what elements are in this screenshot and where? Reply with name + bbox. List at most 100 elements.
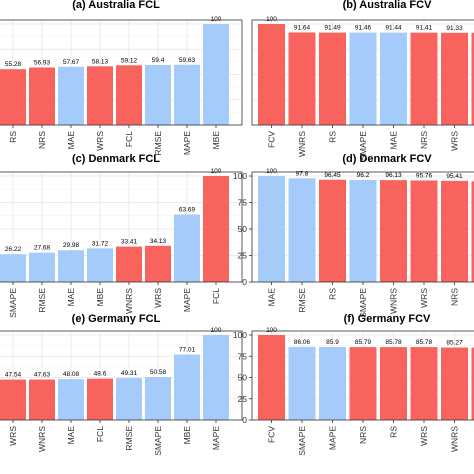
bar-smape [0,254,26,282]
bar-wrs [441,32,468,125]
x-tick-label: MAE [66,426,76,445]
value-label: 48.08 [63,371,80,378]
bar-wrs [0,379,26,420]
value-label: 31.72 [92,240,109,247]
bar-wnrs [29,379,55,420]
bar-nrs [471,32,474,125]
panel-1: 55.28 56.93 57.67 58.13 59.12 59.4 59.63 100 RS N… [0,0,243,156]
value-label: 58.13 [92,58,109,65]
bar-wnrs [288,32,316,125]
x-tick-label: SMAPE [297,426,307,456]
value-label: 91.64 [294,24,311,31]
value-label: 100 [211,16,222,23]
value-label: 85.79 [355,339,372,346]
panel-title: (f) Germany FCV [344,313,431,325]
value-label: 77.01 [179,347,196,354]
panel-title: (d) Denmark FCV [342,153,432,165]
value-label: 86.06 [294,339,311,346]
x-tick-label: SMAPE [8,288,18,318]
value-label: 97.8 [296,170,309,177]
bar-wrs [145,245,171,282]
x-tick-label: WRS [419,288,429,308]
y-tick-label: 25 [238,251,248,261]
value-label: 33.41 [121,239,138,246]
panel-5: 47.54 47.63 48.08 48.6 49.31 50.58 77.01 100 WRS… [0,313,243,456]
panel-title: (b) Australia FCV [343,0,432,11]
bar-smape [349,32,377,126]
value-label: 48.6 [94,371,107,378]
x-tick-label: MBE [211,131,221,150]
panel-frame [0,171,243,283]
y-tick-label: 25 [238,394,248,404]
bar-wnrs [116,246,142,282]
x-tick-label: MAPE [182,131,192,155]
x-tick-label: MAE [66,288,76,307]
value-label: 63.69 [179,206,196,213]
x-tick-label: MAPE [328,426,338,450]
value-label: 27.68 [34,245,51,252]
bar-wrs [87,66,113,125]
value-label: 100 [211,168,222,175]
bar-mape [174,64,200,125]
bar-nrs [410,32,438,125]
value-label: 85.27 [446,340,463,347]
bar-rs [0,69,26,125]
value-label: 59.63 [179,57,196,64]
bar-rmse [145,65,171,125]
bar-mbe [87,248,113,282]
x-tick-label: SMAPE [358,131,368,161]
value-label: 100 [266,16,277,23]
bar-wrs [410,347,438,420]
x-tick-label: WNRS [389,288,399,314]
bar-fcv [471,181,474,282]
x-tick-label: RS [328,131,338,143]
value-label: 59.4 [152,57,165,64]
panel-title: (a) Australia FCL [72,0,160,11]
panel-3: 26.22 27.68 29.98 31.72 33.41 34.13 63.69 100 SM… [0,153,243,318]
x-tick-label: RMSE [153,131,163,156]
value-label: 47.63 [34,372,51,379]
x-tick-label: FCV [267,426,277,443]
y-tick-label: 50 [238,224,248,234]
value-label: 100 [266,168,277,175]
bar-rmse [29,252,55,282]
x-tick-label: MBE [182,426,192,445]
x-tick-label: NRS [419,131,429,149]
x-tick-label: RMSE [37,288,47,313]
x-tick-label: FCL [95,426,105,442]
bar-wnrs [380,180,407,282]
value-label: 91.46 [355,25,372,32]
panel-frame [0,330,243,421]
value-label: 26.22 [5,246,22,253]
panel-frame [251,19,474,126]
bar-fcv [258,335,285,420]
bar-mape [174,214,200,282]
value-label: 96.45 [324,172,341,179]
bar-nrs [349,347,377,420]
bar-nrs [441,180,468,282]
value-label: 91.49 [324,25,341,32]
value-label: 47.54 [5,372,22,379]
x-tick-label: SMAPE [153,426,163,456]
value-label: 56.93 [34,60,51,67]
bar-smape [145,377,171,420]
bar-smape [349,180,377,282]
value-label: 91.33 [446,25,463,32]
bar-mae [58,66,84,125]
bar-rmse [116,378,142,420]
x-tick-label: MBE [95,288,105,307]
y-tick-label: 100 [233,330,247,340]
bar-mae [58,379,84,420]
y-tick-label: 100 [233,171,247,181]
bar-mape [319,346,346,420]
panel-4: 10097.896.4596.296.1395.7695.4195MAERMSE… [233,153,474,318]
value-label: 50.58 [150,369,167,376]
value-label: 85.9 [326,339,339,346]
bar-nrs [29,67,55,125]
bar-smape [288,346,316,420]
x-tick-label: RS [389,426,399,438]
bar-mbe [174,354,200,420]
value-label: 85.78 [385,339,402,346]
value-label: 95.41 [446,173,463,180]
